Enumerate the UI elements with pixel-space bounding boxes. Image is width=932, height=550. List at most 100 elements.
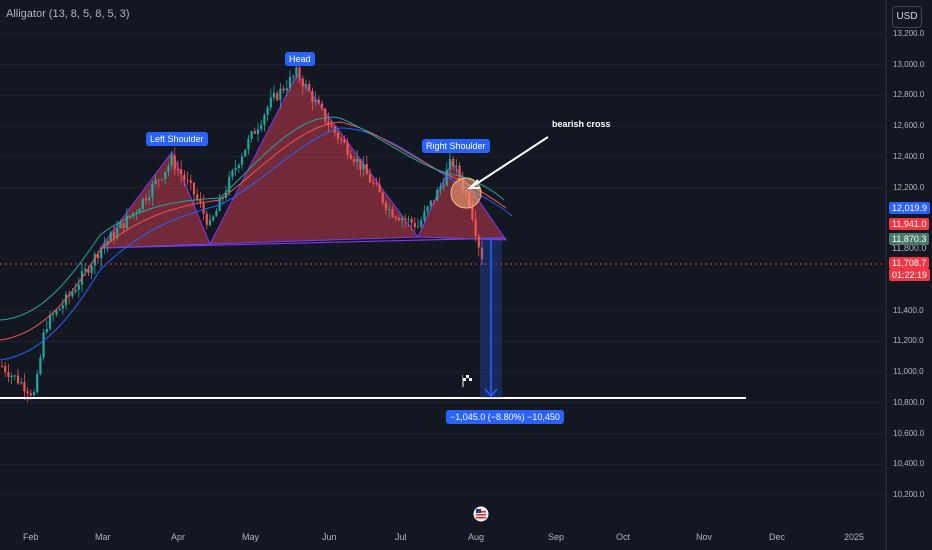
price-tick-label: 10,400.0 — [893, 459, 925, 469]
candle-body — [96, 254, 100, 259]
candle-body — [61, 305, 64, 309]
candle-body — [448, 158, 452, 170]
candle-body — [247, 138, 250, 150]
time-tick-label: Sep — [548, 532, 565, 542]
price-tick-label: 10,800.0 — [893, 397, 925, 407]
candle-body — [272, 93, 276, 98]
time-tick-label: Jun — [322, 532, 337, 542]
candle-body — [48, 315, 52, 329]
candle-body — [208, 220, 212, 226]
price-tick-label: 11,400.0 — [893, 305, 924, 315]
candle-body — [122, 222, 125, 229]
candle-body — [160, 178, 164, 180]
head-label: Head — [285, 52, 315, 66]
candle-body — [112, 232, 116, 239]
price-tag-blue: 12,019.9 — [889, 202, 931, 214]
us-flag-event-icon[interactable] — [473, 506, 489, 522]
candle-body — [128, 215, 132, 217]
price-tag-red: 11,941.0 — [889, 218, 930, 230]
candle-body — [244, 149, 247, 157]
candle-body — [164, 171, 167, 179]
candle-body — [173, 155, 176, 169]
candle-body — [237, 164, 240, 169]
candle-body — [420, 220, 423, 227]
flag-icon — [462, 375, 472, 387]
candle-body — [404, 218, 407, 220]
time-tick-label: Mar — [95, 532, 111, 542]
time-tick-label: Jul — [395, 532, 407, 542]
candle-body — [138, 208, 141, 213]
candle-body — [308, 84, 311, 91]
candle-body — [144, 198, 148, 201]
candle-body — [157, 179, 160, 181]
candle-body — [407, 218, 410, 220]
candle-body — [378, 184, 381, 193]
candle-body — [228, 176, 231, 193]
candle-body — [301, 78, 304, 87]
indicator-title[interactable]: Alligator (13, 8, 5, 8, 5, 3) — [6, 8, 130, 20]
bearish-cross-label: bearish cross — [552, 119, 611, 129]
candle-body — [189, 180, 192, 183]
candle-body — [250, 131, 253, 139]
candle-body — [55, 310, 58, 315]
measurement-arrow-head — [484, 388, 498, 398]
price-tick-label: 11,000.0 — [893, 367, 924, 377]
candle-body — [253, 131, 256, 134]
candle-body — [381, 192, 384, 203]
candle-body — [439, 186, 442, 190]
time-tick-label: 2025 — [844, 532, 865, 542]
candle-body — [52, 314, 55, 316]
measurement-label: −1,045.0 (−8.80%) −10,450 — [446, 410, 564, 424]
candle-body — [372, 182, 375, 184]
price-tag-green: 11,870.3 — [889, 233, 930, 245]
candle-body — [436, 189, 439, 201]
currency-button[interactable]: USD — [892, 6, 922, 28]
candle-body — [202, 203, 205, 214]
candle-body — [260, 124, 263, 130]
candle-body — [36, 373, 39, 393]
candle-body — [148, 197, 151, 201]
candle-body — [282, 88, 285, 91]
candle-body — [471, 206, 474, 220]
candle-body — [452, 158, 455, 167]
candle-body — [391, 209, 394, 218]
candle-body — [410, 218, 413, 224]
candle-body — [100, 248, 103, 259]
candle-body — [458, 165, 461, 180]
candle-body — [141, 198, 144, 209]
candle-body — [295, 67, 298, 76]
right-shoulder-label: Right Shoulder — [422, 139, 490, 153]
candle-body — [426, 206, 429, 212]
price-tick-label: 12,400.0 — [893, 151, 925, 161]
candle-body — [432, 200, 436, 202]
candle-body — [58, 308, 61, 311]
candle-body — [32, 392, 36, 396]
candle-body — [13, 375, 16, 377]
candle-body — [106, 241, 109, 245]
candle-body — [7, 372, 10, 377]
price-tick-label: 10,200.0 — [893, 490, 925, 499]
candle-body — [116, 228, 119, 239]
candle-body — [359, 158, 362, 170]
time-tick-label: Aug — [468, 532, 485, 542]
candle-body — [90, 265, 93, 273]
time-tick-label: Apr — [171, 532, 186, 542]
candle-body — [170, 155, 173, 166]
candle-body — [375, 183, 378, 185]
candle-body — [413, 223, 416, 228]
last-price-tag: 11,708.7 — [889, 257, 930, 269]
bearish-cross-arrowhead — [467, 179, 480, 189]
candle-body — [384, 202, 388, 211]
candle-body — [23, 382, 26, 392]
time-tick-label: Feb — [23, 532, 39, 542]
candle-body — [346, 142, 349, 155]
candle-body — [135, 212, 138, 214]
time-tick-label: Nov — [696, 532, 713, 542]
candle-body — [132, 212, 135, 217]
candle-body — [42, 332, 45, 358]
candle-body — [336, 132, 340, 139]
candle-body — [176, 168, 180, 170]
left-shoulder-label: Left Shoulder — [146, 132, 208, 146]
candle-body — [397, 218, 400, 221]
